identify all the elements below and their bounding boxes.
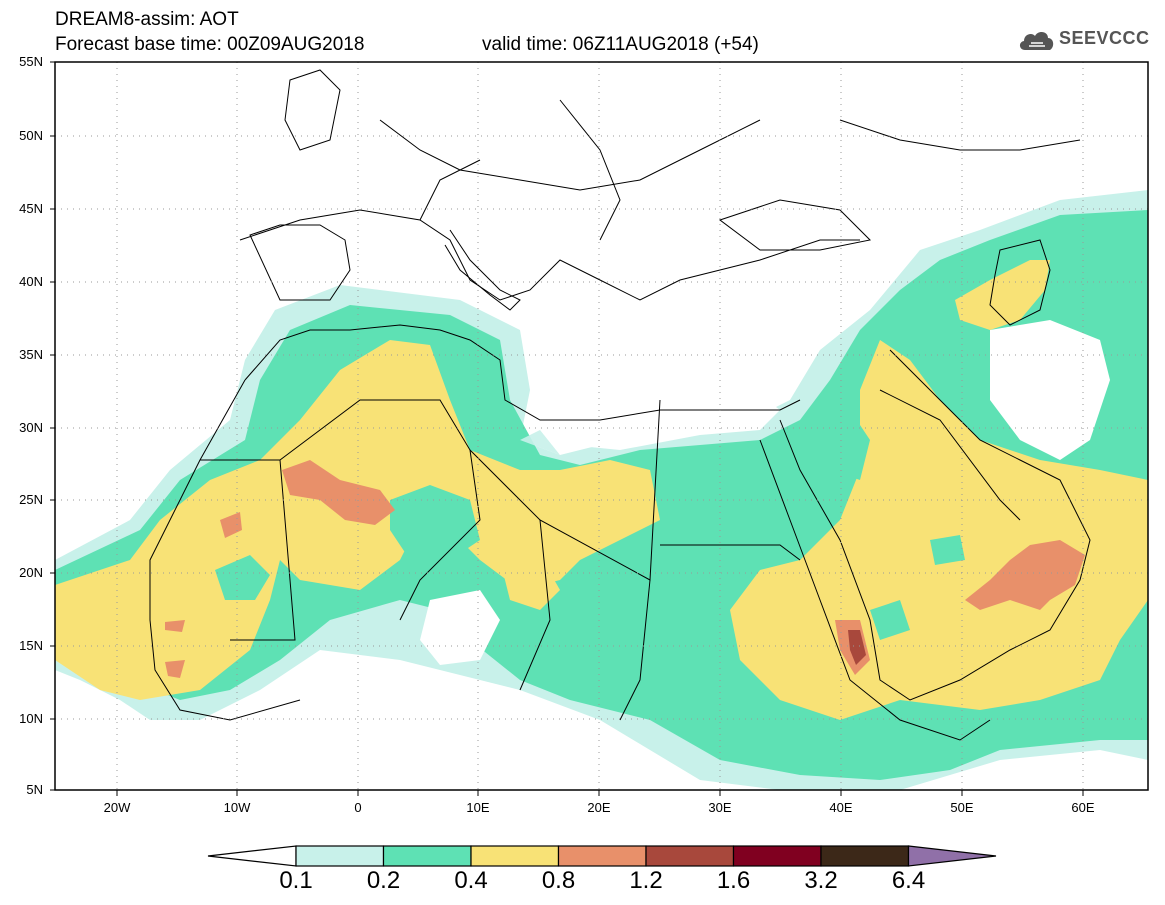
lon-label-30e: 30E (708, 800, 732, 815)
lon-label-10e: 10E (466, 800, 490, 815)
cloud-icon (1019, 32, 1054, 50)
colorbar-label-2: 0.4 (454, 867, 488, 894)
lat-label-40n: 40N (19, 274, 43, 289)
valid-time: valid time: 06Z11AUG2018 (+54) (482, 34, 759, 55)
lat-label-10n: 10N (19, 711, 43, 726)
forecast-base-time: Forecast base time: 00Z09AUG2018 (55, 34, 365, 55)
axis-ticks (50, 61, 1084, 796)
map-frame (54, 61, 1149, 791)
lon-label-50e: 50E (950, 800, 974, 815)
colorbar-label-6: 3.2 (804, 867, 838, 894)
lon-label-40e: 40E (829, 800, 853, 815)
lat-label-35n: 35N (19, 347, 43, 362)
lon-label-10w: 10W (223, 800, 251, 815)
lon-label-0: 0 (354, 800, 362, 815)
colorbar-label-7: 6.4 (891, 867, 926, 894)
colorbar-label-4: 1.2 (629, 867, 663, 894)
lon-label-60e: 60E (1071, 800, 1095, 815)
aot-1.2-region (848, 630, 866, 665)
lon-label-20e: 20E (587, 800, 611, 815)
lat-lon-grid (55, 62, 1148, 790)
colorbar-label-3: 0.8 (541, 867, 576, 894)
colorbar-label-5: 1.6 (716, 867, 751, 894)
colorbar-label-0: 0.1 (279, 867, 313, 894)
logo-text: SEEVCCC (1059, 28, 1150, 48)
lat-label-45n: 45N (19, 201, 43, 216)
lat-label-50n: 50N (19, 128, 43, 143)
lat-label-30n: 30N (19, 420, 43, 435)
aot-0.2-patches (215, 410, 965, 640)
map-title: DREAM8-assim: AOT (55, 9, 239, 30)
seevccc-logo: SEEVCCC (1017, 26, 1157, 56)
colorbar-label-1: 0.2 (366, 867, 401, 894)
lat-label-20n: 20N (19, 565, 43, 580)
lat-label-15n: 15N (19, 638, 43, 653)
lat-label-5n: 5N (26, 782, 43, 797)
aot-0.2-band-fringe (520, 430, 560, 455)
lon-label-20w: 20W (103, 800, 131, 815)
coastlines-and-borders (149, 69, 1091, 741)
lat-label-55n: 55N (19, 54, 43, 69)
lat-label-25n: 25N (19, 492, 43, 507)
